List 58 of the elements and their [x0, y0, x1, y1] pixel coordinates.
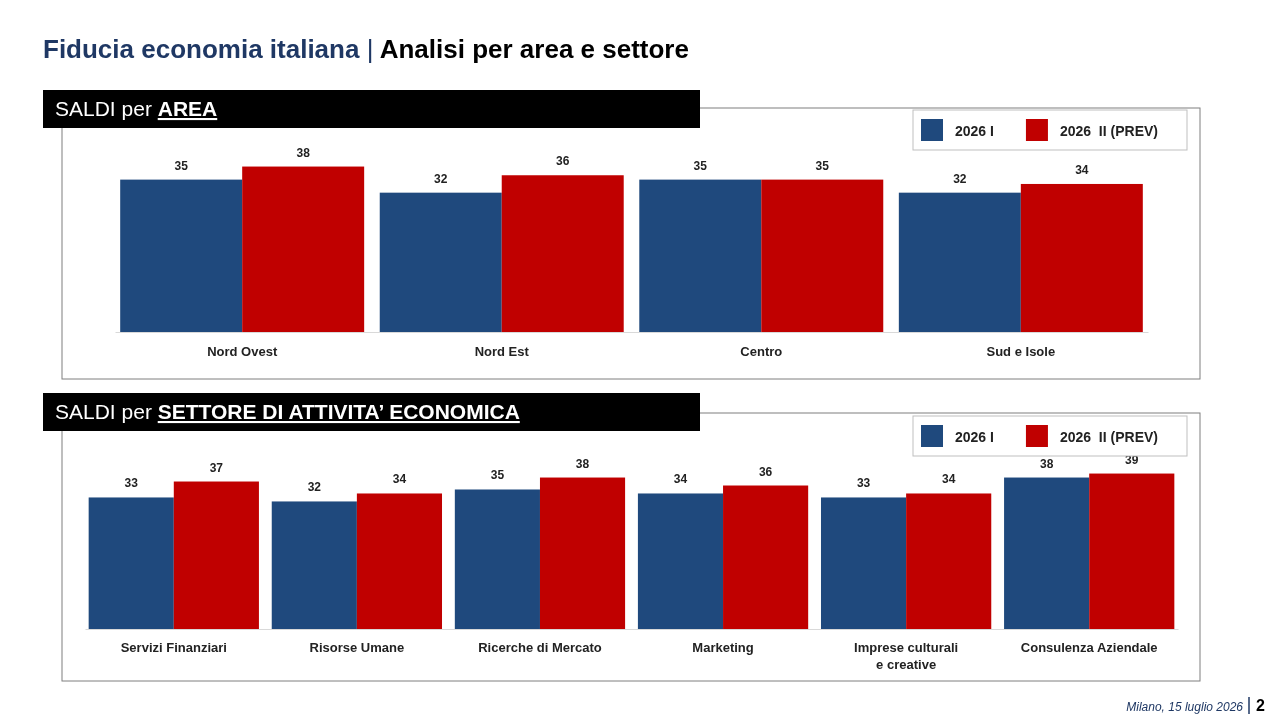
- chart-title: Fiducia economia italiana | Analisi per area e settore: [43, 34, 689, 64]
- text: 2: [1256, 697, 1265, 714]
- bar: [906, 493, 992, 629]
- x-tick-label: Servizi Finanziari: [120, 640, 227, 655]
- x-tick-label: Consulenza Aziendale: [1020, 640, 1158, 655]
- x-tick-label: Risorse Umane: [309, 640, 405, 655]
- data-label: 32: [434, 171, 448, 186]
- bar: [898, 192, 1021, 332]
- legend-label: 2026 II (PREV): [1059, 123, 1158, 139]
- data-label: 34: [942, 472, 956, 487]
- data-label: 33: [856, 476, 871, 491]
- bar: [271, 501, 357, 629]
- legend-label: 2026 I: [955, 429, 994, 445]
- data-label: 36: [556, 154, 570, 169]
- bar: [820, 497, 907, 629]
- data-label: 35: [693, 158, 708, 173]
- data-label: 38: [1039, 456, 1054, 471]
- x-tick-label: Marketing: [692, 640, 754, 655]
- chart-title: SALDI per SETTORE DI ATTIVITA’ ECONOMICA: [55, 400, 520, 423]
- bar: [88, 497, 174, 629]
- bar: [120, 179, 243, 332]
- bar: [501, 175, 624, 332]
- data-label: 38: [296, 145, 311, 160]
- data-label: 38: [575, 456, 590, 471]
- data-label: 35: [174, 158, 189, 173]
- data-label: 34: [673, 472, 688, 487]
- x-tick-label: Nord Est: [474, 344, 530, 359]
- bar: [761, 179, 884, 332]
- text: Milano, 15 luglio 2026: [1126, 700, 1244, 714]
- bar: [379, 192, 502, 332]
- data-label: 35: [815, 158, 830, 173]
- bar: [1004, 477, 1090, 629]
- data-label: 35: [490, 468, 505, 483]
- bar: [356, 493, 443, 629]
- bar: [723, 485, 809, 629]
- x-tick-label: Ricerche di Mercato: [478, 640, 602, 655]
- data-label: 37: [209, 460, 224, 475]
- x-tick-label: Imprese culturali e creative: [854, 640, 959, 672]
- bar: [639, 179, 762, 332]
- bar: [173, 481, 259, 629]
- legend-label: 2026 II (PREV): [1059, 429, 1158, 445]
- x-tick-label: Nord Ovest: [207, 344, 278, 359]
- chart-subtitle: SALDI per AREA: [55, 97, 218, 120]
- data-label: 36: [758, 464, 773, 479]
- bar: [539, 477, 626, 629]
- data-label: 34: [1075, 162, 1089, 177]
- data-label: 34: [392, 472, 407, 487]
- x-tick-label: Sud e Isole: [986, 344, 1056, 359]
- bar: [454, 489, 540, 629]
- data-label: 32: [307, 480, 322, 495]
- bar: [1020, 183, 1143, 332]
- data-label: 32: [953, 171, 967, 186]
- bar: [242, 166, 365, 332]
- x-tick-label: Centro: [740, 344, 783, 359]
- data-label: 33: [124, 476, 139, 491]
- legend-label: 2026 I: [955, 123, 994, 139]
- bar: [1089, 473, 1175, 629]
- bar: [637, 493, 724, 629]
